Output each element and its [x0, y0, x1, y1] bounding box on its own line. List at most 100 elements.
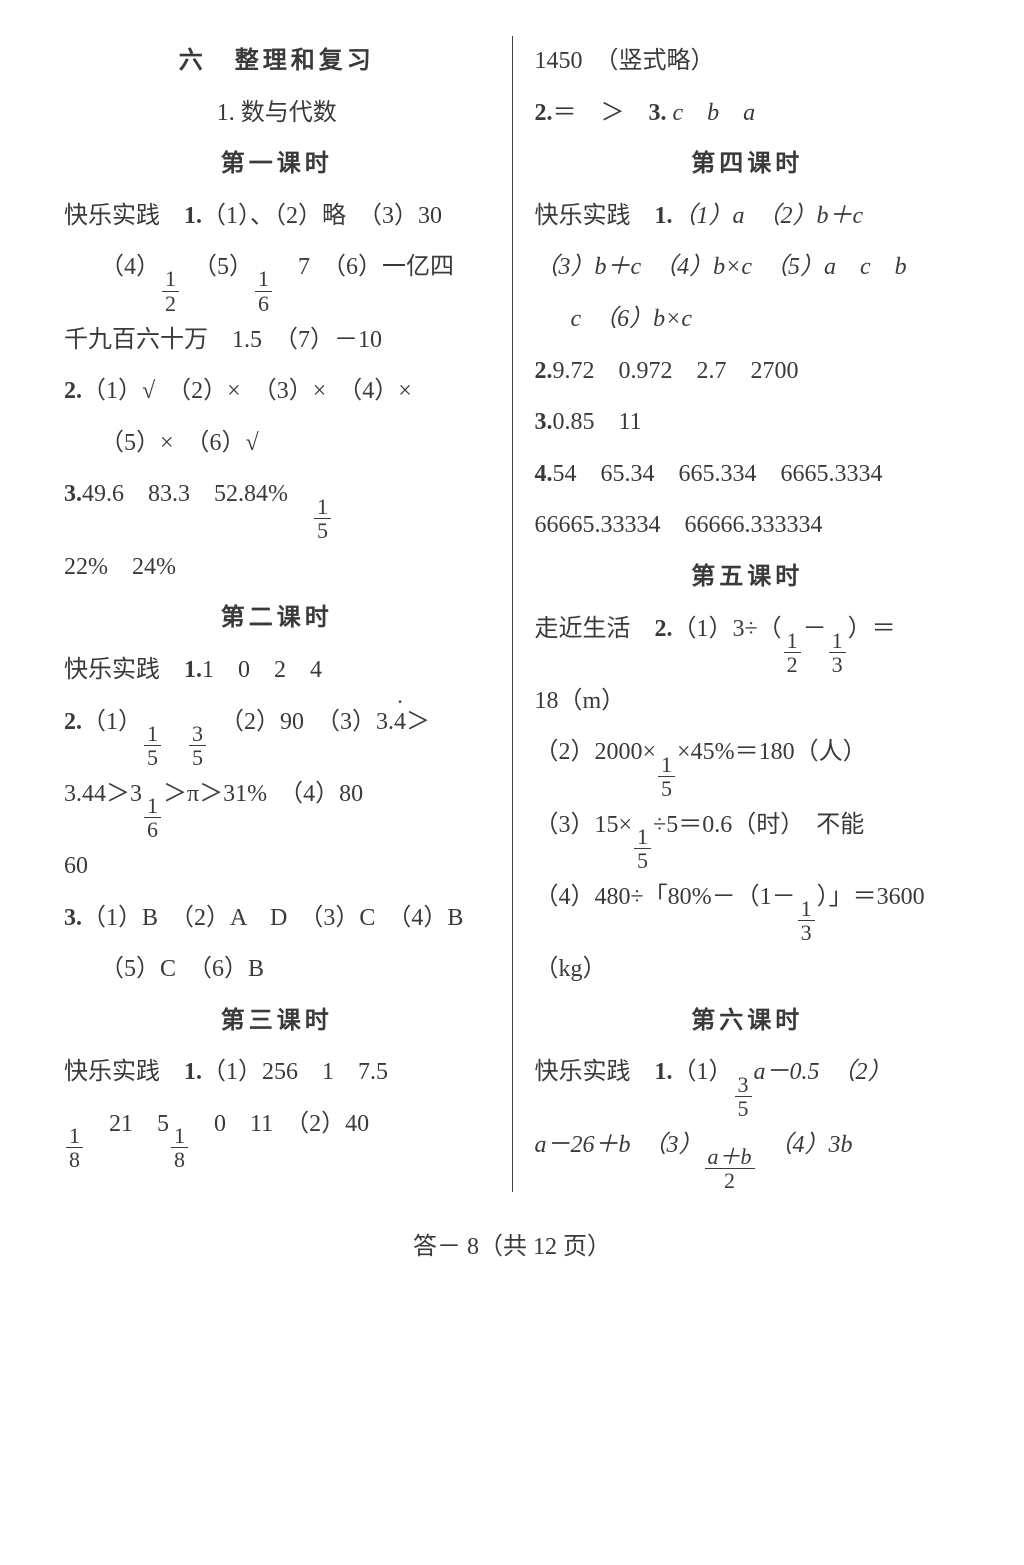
- content: 49.6 83.3 52.84%: [82, 481, 312, 507]
- denominator: 3: [798, 921, 815, 944]
- bold-label: 3.: [649, 100, 667, 126]
- content: （1）B （2）A D （3）C （4）B: [82, 905, 463, 931]
- numerator: 1: [144, 722, 161, 746]
- numerator: 1: [162, 267, 179, 291]
- content: 9.72 0.972 2.7 2700: [553, 358, 799, 384]
- text-line: 4.54 65.34 665.334 6665.3334: [535, 449, 961, 501]
- numerator: 1: [634, 825, 651, 849]
- text-line: （3）15×15÷5＝0.6（时） 不能: [535, 800, 961, 872]
- denominator: 2: [162, 292, 179, 315]
- content: （1）、（2）略 （3）30: [202, 203, 442, 229]
- bold-label: 4.: [535, 461, 553, 487]
- content: （5）: [181, 254, 253, 280]
- label: 快乐实践: [64, 657, 184, 683]
- numerator: 1: [829, 629, 846, 653]
- content: ＝ ＞: [553, 100, 649, 126]
- content: （2）90 （3）3.: [208, 709, 394, 735]
- text-line: 18（m）: [535, 676, 961, 728]
- content: （1）√ （2）× （3）× （4）×: [82, 378, 412, 404]
- content: [163, 709, 187, 735]
- numerator: 1: [658, 753, 675, 777]
- denominator: 5: [144, 746, 161, 769]
- content: （1）3÷（: [673, 616, 782, 642]
- text-line: 快乐实践 1.1 0 2 4: [64, 645, 490, 697]
- text-line: 快乐实践 1.（1）256 1 7.5: [64, 1047, 490, 1099]
- numerator: 1: [314, 495, 331, 519]
- text-line: 2.（1）15 35 （2）90 （3）3.4＞: [64, 697, 490, 769]
- bold-label: 1.: [184, 1059, 202, 1085]
- content: 54 65.34 665.334 6665.3334: [553, 461, 883, 487]
- denominator: 5: [658, 777, 675, 800]
- denominator: 5: [735, 1097, 752, 1120]
- numerator: 1: [144, 794, 161, 818]
- denominator: 5: [634, 849, 651, 872]
- fraction: 35: [735, 1073, 752, 1120]
- text-line: c （6）b×c: [535, 294, 961, 346]
- bold-label: 3.: [64, 905, 82, 931]
- denominator: 5: [189, 746, 206, 769]
- numerator: a＋b: [705, 1145, 755, 1169]
- denominator: 6: [255, 292, 272, 315]
- lesson-title-5: 第五课时: [535, 552, 961, 604]
- text-line: （5）× （6）√: [64, 418, 490, 470]
- bold-label: 1.: [184, 657, 202, 683]
- lesson-title-2: 第二课时: [64, 593, 490, 645]
- fraction: 16: [255, 267, 272, 314]
- content: a－0.5 （2）: [754, 1059, 892, 1085]
- numerator: 1: [798, 897, 815, 921]
- denominator: 6: [144, 818, 161, 841]
- text-line: 2.＝ ＞ 3. c b a: [535, 88, 961, 140]
- text-line: 快乐实践 1.（1）、（2）略 （3）30: [64, 191, 490, 243]
- text-line: 3.（1）B （2）A D （3）C （4）B: [64, 893, 490, 945]
- text-line: 2.9.72 0.972 2.7 2700: [535, 346, 961, 398]
- content: （4）: [100, 254, 160, 280]
- content: 0 11 （2）40: [190, 1111, 369, 1137]
- bold-label: 2.: [64, 378, 82, 404]
- text-line: 千九百六十万 1.5 （7）－10: [64, 315, 490, 367]
- bold-label: 2.: [535, 358, 553, 384]
- content: 1 0 2 4: [202, 657, 322, 683]
- text-line: 走近生活 2.（1）3÷（12－13）＝: [535, 604, 961, 676]
- lesson-title-6: 第六课时: [535, 996, 961, 1048]
- left-column: 六 整理和复习 1. 数与代数 第一课时 快乐实践 1.（1）、（2）略 （3）…: [64, 36, 512, 1192]
- fraction: 18: [66, 1124, 83, 1171]
- fraction: 13: [829, 629, 846, 676]
- bold-label: 1.: [655, 1059, 673, 1085]
- bold-label: 3.: [64, 481, 82, 507]
- right-column: 1450 （竖式略） 2.＝ ＞ 3. c b a 第四课时 快乐实践 1.（1…: [512, 36, 961, 1192]
- lesson-title-3: 第三课时: [64, 996, 490, 1048]
- content: 7 （6）一亿四: [274, 254, 454, 280]
- content: （1）: [673, 1059, 733, 1085]
- denominator: 5: [314, 519, 331, 542]
- text-line: （2）2000×15×45%＝180（人）: [535, 727, 961, 799]
- numerator: 1: [66, 1124, 83, 1148]
- fraction: 15: [144, 722, 161, 769]
- bold-label: 1.: [655, 203, 673, 229]
- fraction: 35: [189, 722, 206, 769]
- text-line: 66665.33334 66666.333334: [535, 500, 961, 552]
- bold-label: 2.: [535, 100, 553, 126]
- fraction: 16: [144, 794, 161, 841]
- fraction: 12: [162, 267, 179, 314]
- content: ）＝: [848, 616, 896, 642]
- denominator: 2: [705, 1169, 755, 1192]
- fraction: a＋b2: [705, 1145, 755, 1192]
- denominator: 8: [171, 1148, 188, 1171]
- content: 21 5: [85, 1111, 169, 1137]
- text-line: （4）12 （5）16 7 （6）一亿四: [64, 242, 490, 314]
- label: 快乐实践: [535, 203, 655, 229]
- content: ＞: [406, 709, 430, 735]
- numerator: 1: [255, 267, 272, 291]
- fraction: 15: [634, 825, 651, 872]
- numerator: 1: [171, 1124, 188, 1148]
- text-line: （3）b＋c （4）b×c （5）a c b: [535, 242, 961, 294]
- text-line: 60: [64, 841, 490, 893]
- text-line: （4）480÷「80%－（1－13）」＝3600: [535, 872, 961, 944]
- bold-label: 2.: [655, 616, 673, 642]
- fraction: 15: [658, 753, 675, 800]
- content: （3）15×: [535, 812, 633, 838]
- denominator: 8: [66, 1148, 83, 1171]
- page-footer: 答－ 8（共 12 页）: [64, 1222, 960, 1274]
- content: 0.85 11: [553, 409, 642, 435]
- fraction: 13: [798, 897, 815, 944]
